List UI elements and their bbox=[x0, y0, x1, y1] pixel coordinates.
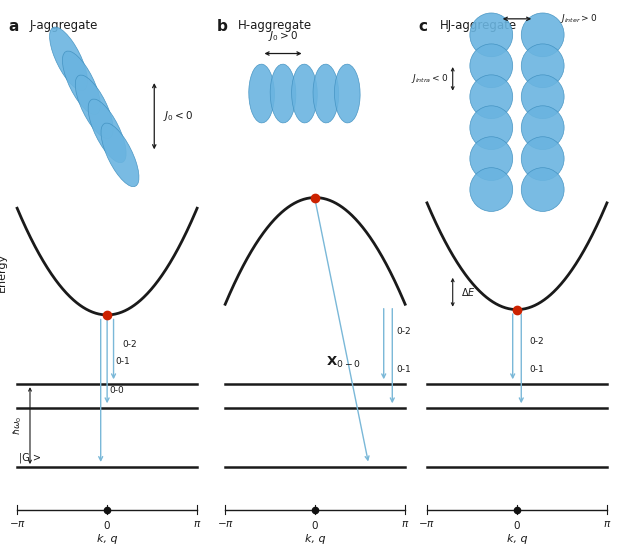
Ellipse shape bbox=[249, 64, 274, 123]
Text: $-\pi$: $-\pi$ bbox=[9, 519, 25, 529]
Text: $\mathbf{X}_{0-0}$: $\mathbf{X}_{0-0}$ bbox=[326, 355, 361, 371]
Text: a: a bbox=[9, 19, 19, 34]
Ellipse shape bbox=[292, 64, 317, 123]
Text: $\pi$: $\pi$ bbox=[193, 519, 201, 529]
Text: H-aggregate: H-aggregate bbox=[238, 19, 312, 32]
Text: $0$: $0$ bbox=[103, 519, 111, 531]
Text: $J_{intra} < 0$: $J_{intra} < 0$ bbox=[411, 73, 448, 85]
Ellipse shape bbox=[470, 13, 513, 57]
Text: b: b bbox=[217, 19, 227, 34]
Text: 0-2: 0-2 bbox=[122, 340, 137, 349]
Ellipse shape bbox=[63, 51, 101, 114]
Ellipse shape bbox=[521, 137, 564, 180]
Text: 0-1: 0-1 bbox=[397, 365, 411, 375]
Text: $\pi$: $\pi$ bbox=[603, 519, 611, 529]
Text: k, q: k, q bbox=[97, 534, 117, 543]
Text: k, q: k, q bbox=[507, 534, 527, 543]
Text: $\Delta E$: $\Delta E$ bbox=[461, 286, 476, 298]
Ellipse shape bbox=[470, 168, 513, 211]
Ellipse shape bbox=[521, 168, 564, 211]
Text: $J_0 < 0$: $J_0 < 0$ bbox=[163, 109, 193, 123]
Ellipse shape bbox=[470, 44, 513, 87]
Text: 0-1: 0-1 bbox=[530, 365, 545, 374]
Text: |G >: |G > bbox=[19, 452, 41, 463]
Ellipse shape bbox=[88, 99, 126, 163]
Ellipse shape bbox=[521, 13, 564, 57]
Ellipse shape bbox=[270, 64, 296, 123]
Ellipse shape bbox=[470, 137, 513, 180]
Ellipse shape bbox=[313, 64, 338, 123]
Text: $\pi$: $\pi$ bbox=[401, 519, 409, 529]
Ellipse shape bbox=[101, 123, 139, 186]
Ellipse shape bbox=[521, 44, 564, 87]
Text: 0-2: 0-2 bbox=[397, 327, 411, 336]
Text: J-aggregate: J-aggregate bbox=[30, 19, 98, 32]
Text: Energy: Energy bbox=[0, 252, 7, 292]
Text: HJ-aggregate: HJ-aggregate bbox=[440, 19, 517, 32]
Text: $J_0 > 0$: $J_0 > 0$ bbox=[268, 29, 298, 43]
Text: $0$: $0$ bbox=[513, 519, 521, 531]
Text: $-\pi$: $-\pi$ bbox=[419, 519, 435, 529]
Ellipse shape bbox=[521, 75, 564, 119]
Ellipse shape bbox=[470, 75, 513, 119]
Text: 0-2: 0-2 bbox=[530, 337, 545, 346]
Ellipse shape bbox=[335, 64, 360, 123]
Text: $-\pi$: $-\pi$ bbox=[217, 519, 233, 529]
Ellipse shape bbox=[521, 106, 564, 150]
Text: 0-0: 0-0 bbox=[109, 387, 124, 395]
Text: k, q: k, q bbox=[305, 534, 325, 543]
Ellipse shape bbox=[50, 27, 88, 91]
Text: 0-1: 0-1 bbox=[116, 357, 130, 366]
Text: $\hbar\omega_0$: $\hbar\omega_0$ bbox=[11, 416, 24, 436]
Ellipse shape bbox=[75, 75, 113, 139]
Text: c: c bbox=[419, 19, 427, 34]
Text: $0$: $0$ bbox=[311, 519, 319, 531]
Text: $J_{inter} > 0$: $J_{inter} > 0$ bbox=[560, 12, 597, 25]
Ellipse shape bbox=[470, 106, 513, 150]
